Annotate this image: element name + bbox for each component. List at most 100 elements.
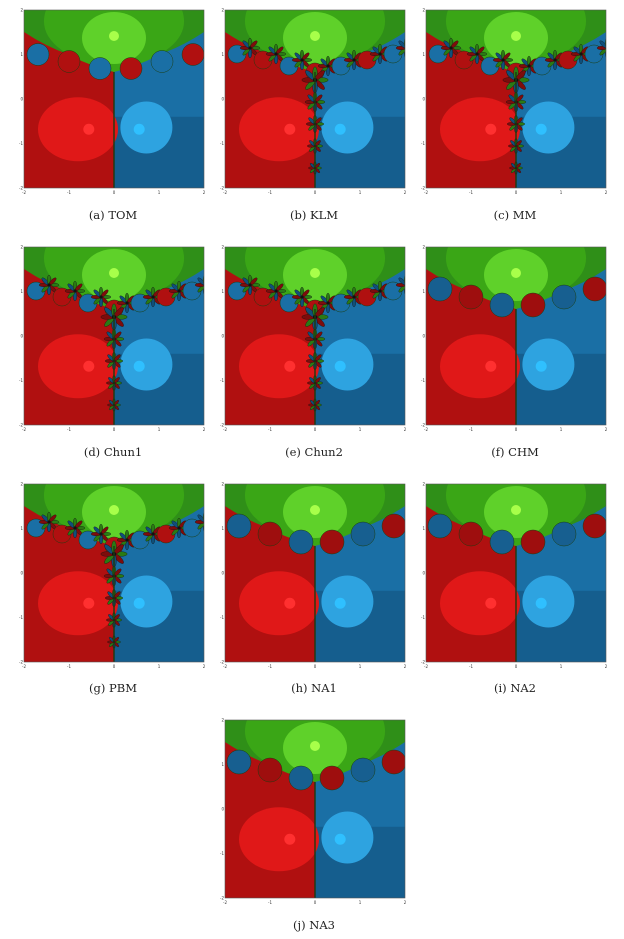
y-tick-label: -1 xyxy=(220,378,224,383)
y-tick-label: 0 xyxy=(20,97,23,102)
x-tick-label: 0 xyxy=(113,427,116,432)
y-tick-label: -1 xyxy=(19,615,23,620)
root-red xyxy=(485,123,497,135)
fractal-flower xyxy=(100,540,128,568)
basin-plot-e: -2 -1 0 1 2 2 1 0 -1 -2 xyxy=(220,245,407,433)
basin-plot-a: -2 -1 0 1 2 2 1 0 -1 -2 xyxy=(19,8,206,196)
root-blue xyxy=(334,123,346,135)
fractal-flower xyxy=(265,43,287,65)
x-tick-label: 0 xyxy=(113,664,116,669)
x-tick-label: -1 xyxy=(67,190,71,195)
root-red xyxy=(284,833,296,845)
root-blue xyxy=(535,123,547,135)
y-tick-label: -1 xyxy=(19,141,23,146)
panel-g: -2 -1 0 1 2 2 1 0 -1 -2 xyxy=(19,482,206,670)
root-green xyxy=(310,268,320,278)
y-tick-label: -1 xyxy=(220,615,224,620)
x-tick-label: -1 xyxy=(268,900,272,905)
fractal-flower xyxy=(502,66,530,94)
panel-h: -2 -1 0 1 2 2 1 0 -1 -2 xyxy=(220,482,407,670)
boundary-bulb xyxy=(319,529,345,555)
x-tick-label: 1 xyxy=(359,900,362,905)
fractal-flower xyxy=(291,49,313,71)
boundary-bulb xyxy=(288,529,314,555)
caption-method-name: MM xyxy=(512,208,537,222)
basin-plot-j: -2 -1 0 1 2 2 1 0 -1 -2 xyxy=(220,718,407,906)
fractal-flower xyxy=(265,280,287,302)
plot-frame xyxy=(224,9,406,189)
y-tick-label: -2 xyxy=(220,423,224,428)
x-tick-label: 1 xyxy=(158,427,161,432)
x-tick-label: -2 xyxy=(223,427,227,432)
panel-a: -2 -1 0 1 2 2 1 0 -1 -2 xyxy=(19,8,206,196)
boundary-bulb xyxy=(319,765,345,791)
caption-g: (g) PBM xyxy=(13,681,213,695)
y-tick-label: -2 xyxy=(19,423,23,428)
boundary-bulb xyxy=(458,521,484,547)
blue-contour xyxy=(522,338,575,391)
caption-method-name: NA2 xyxy=(510,681,536,695)
x-tick-label: 0 xyxy=(515,664,518,669)
basin-plot-g: -2 -1 0 1 2 2 1 0 -1 -2 xyxy=(19,482,206,670)
x-tick-label: -2 xyxy=(223,664,227,669)
x-tick-label: -1 xyxy=(67,664,71,669)
plot-frame xyxy=(224,483,406,663)
boundary-bulb xyxy=(288,765,314,791)
caption-label: (h) xyxy=(291,681,312,695)
caption-method-name: KLM xyxy=(309,208,338,222)
plot-frame xyxy=(224,719,406,899)
x-tick-label: -2 xyxy=(424,190,428,195)
root-green xyxy=(511,268,521,278)
x-tick-label: 2 xyxy=(404,664,407,669)
y-tick-label: 2 xyxy=(20,245,23,250)
y-tick-label: -1 xyxy=(421,141,425,146)
x-tick-label: 2 xyxy=(203,190,206,195)
blue-contour xyxy=(120,101,173,154)
x-tick-label: 2 xyxy=(605,427,608,432)
root-blue xyxy=(133,597,145,609)
y-tick-label: 1 xyxy=(221,526,224,531)
root-green xyxy=(310,505,320,515)
x-tick-label: -2 xyxy=(22,664,26,669)
x-tick-label: 1 xyxy=(560,190,563,195)
y-tick-label: 2 xyxy=(221,245,224,250)
fractal-flower xyxy=(395,274,405,296)
caption-h: (h) NA1 xyxy=(214,681,414,695)
blue-contour xyxy=(522,575,575,628)
fractal-flower xyxy=(544,49,566,71)
x-tick-label: 1 xyxy=(359,427,362,432)
y-tick-label: 1 xyxy=(422,52,425,57)
y-tick-label: -2 xyxy=(19,186,23,191)
red-contour xyxy=(440,97,520,162)
panel-d: -2 -1 0 1 2 2 1 0 -1 -2 xyxy=(19,245,206,433)
boundary-bulb xyxy=(350,521,376,547)
fractal-flower xyxy=(466,43,488,65)
caption-b: (b) KLM xyxy=(214,208,414,222)
x-tick-label: 0 xyxy=(515,190,518,195)
y-tick-label: 1 xyxy=(221,289,224,294)
boundary-bulb xyxy=(381,749,405,775)
fractal-flower xyxy=(239,37,261,59)
red-contour xyxy=(239,807,319,872)
boundary-bulb xyxy=(181,43,204,66)
x-tick-label: 1 xyxy=(359,190,362,195)
basin-plot-d: -2 -1 0 1 2 2 1 0 -1 -2 xyxy=(19,245,206,433)
red-contour xyxy=(440,334,520,399)
boundary-bulb xyxy=(88,57,112,80)
panel-j: -2 -1 0 1 2 2 1 0 -1 -2 xyxy=(220,718,407,906)
caption-label: (a) xyxy=(88,208,109,222)
x-tick-label: -2 xyxy=(424,427,428,432)
plot-frame xyxy=(425,483,607,663)
boundary-bulb xyxy=(119,57,143,80)
boundary-bulb xyxy=(489,292,515,318)
boundary-bulb xyxy=(551,521,577,547)
fractal-flower xyxy=(38,274,60,296)
plot-frame xyxy=(425,246,607,426)
x-tick-label: 0 xyxy=(314,427,317,432)
boundary-bulb xyxy=(150,50,174,73)
root-blue xyxy=(133,123,145,135)
x-tick-label: 2 xyxy=(404,427,407,432)
y-tick-label: 0 xyxy=(20,571,23,576)
y-tick-label: 1 xyxy=(422,289,425,294)
x-tick-label: 2 xyxy=(404,190,407,195)
